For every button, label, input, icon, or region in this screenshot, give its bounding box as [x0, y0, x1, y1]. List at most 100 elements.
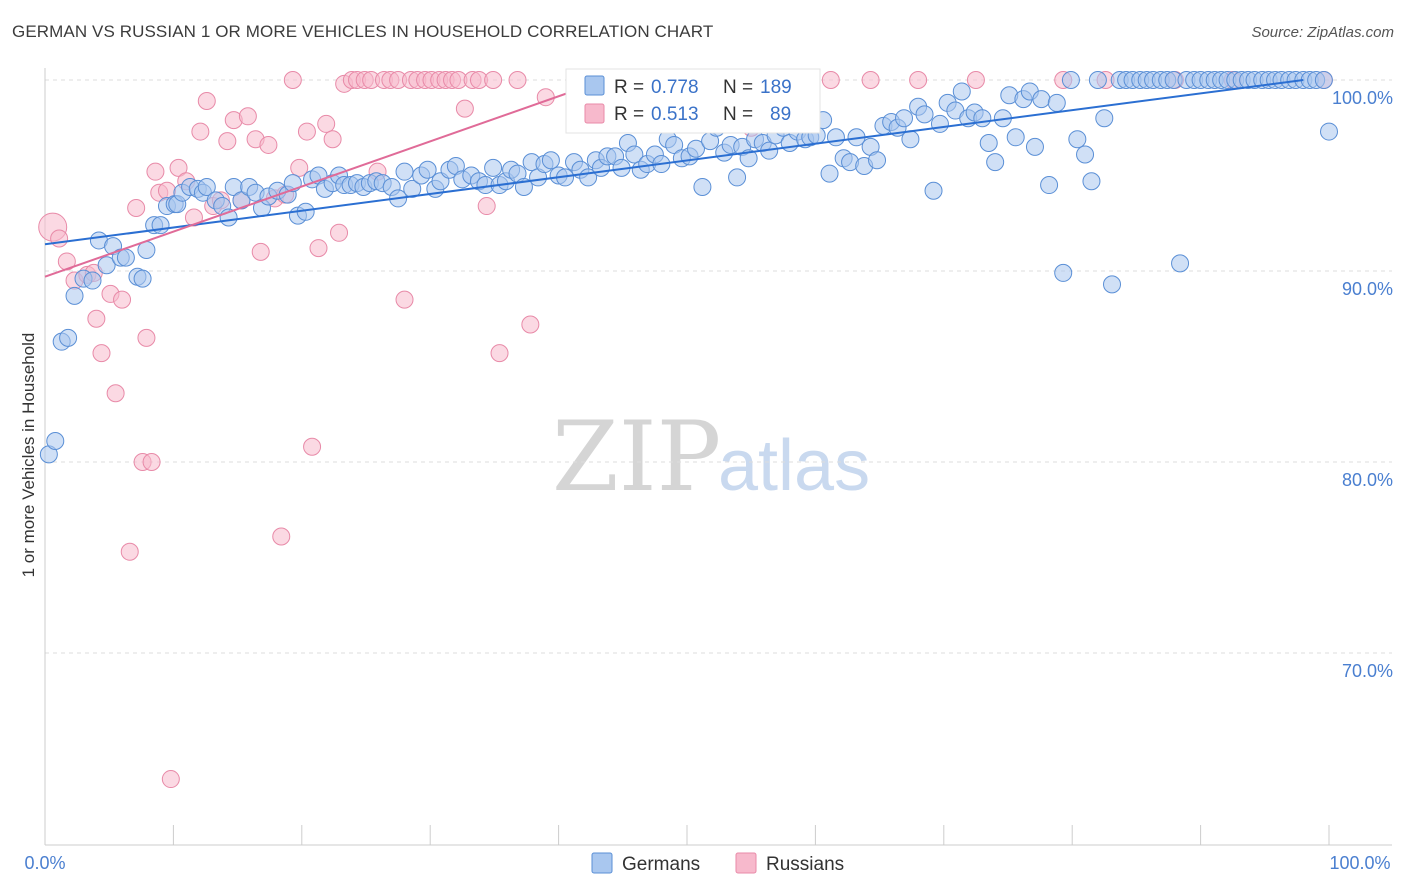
y-axis-title: 1 or more Vehicles in Household: [19, 333, 38, 578]
german-point: [973, 109, 992, 128]
german-point: [541, 151, 560, 170]
german-point: [1068, 130, 1087, 149]
russian-point: [161, 770, 180, 789]
russian-point: [861, 71, 880, 89]
russian-point: [303, 437, 322, 456]
stats-germans-n-value: 189: [760, 77, 792, 98]
legend-russians-label: Russians: [766, 854, 844, 875]
german-point: [868, 151, 887, 170]
russian-point: [184, 208, 203, 227]
russian-point: [169, 158, 188, 177]
stats-russians-n-label: N =: [723, 104, 753, 125]
legend-germans-swatch: [591, 852, 613, 874]
russian-point: [113, 290, 132, 309]
russian-point: [297, 122, 316, 141]
y-axis-tick-labels: 70.0% 80.0% 90.0% 100.0%: [1332, 88, 1393, 681]
german-point: [197, 177, 216, 196]
grid-lines: [45, 79, 1392, 654]
stats-germans-swatch: [584, 75, 605, 96]
russian-point: [120, 542, 139, 561]
y-tick-label-100: 100.0%: [1332, 88, 1393, 108]
german-point: [924, 181, 943, 200]
german-point: [686, 139, 705, 158]
russian-point: [477, 197, 496, 216]
russian-point: [87, 309, 106, 328]
russians-trend-line: [44, 79, 606, 278]
russian-point: [455, 99, 474, 118]
german-point: [1006, 128, 1025, 147]
german-point: [1076, 145, 1095, 164]
german-point: [151, 216, 170, 235]
russian-point: [283, 71, 302, 89]
russian-point: [142, 453, 161, 471]
stats-russians-r-label: R =: [614, 104, 644, 125]
watermark: ZIP atlas: [552, 401, 870, 513]
german-point: [901, 130, 920, 149]
y-tick-label-80: 80.0%: [1342, 470, 1393, 490]
watermark-zip: ZIP: [552, 401, 721, 513]
german-point: [1082, 172, 1101, 191]
german-point: [418, 160, 437, 179]
y-tick-label-70: 70.0%: [1342, 661, 1393, 681]
russian-point: [490, 344, 509, 363]
russian-point: [309, 239, 328, 258]
german-point: [232, 191, 251, 210]
legend: Germans Russians: [591, 852, 844, 875]
german-point: [65, 286, 84, 305]
stats-russians-n-value: 89: [770, 104, 791, 125]
russian-point: [127, 198, 146, 217]
russian-point: [272, 527, 291, 546]
germans-points: [39, 71, 1338, 464]
stats-germans-n-label: N =: [723, 77, 753, 98]
german-point: [1061, 71, 1080, 89]
german-point: [665, 135, 684, 154]
legend-russians-swatch: [735, 852, 757, 874]
german-point: [97, 256, 116, 275]
russian-point: [395, 290, 414, 309]
stats-russians-swatch: [584, 103, 605, 124]
russian-point: [966, 71, 985, 89]
german-point: [1320, 122, 1338, 141]
russian-point: [323, 130, 342, 149]
russian-point: [238, 107, 257, 126]
russian-point: [106, 384, 125, 403]
german-point: [1040, 176, 1059, 195]
german-point: [930, 114, 949, 133]
russian-point: [251, 242, 270, 261]
german-point: [739, 149, 758, 168]
x-tick-label-0: 0.0%: [24, 853, 65, 873]
german-point: [133, 269, 152, 288]
german-point: [1032, 90, 1051, 109]
legend-germans-label: Germans: [622, 854, 700, 875]
russian-point: [508, 71, 527, 89]
stats-box: R = 0.778 N = 189 R = 0.513 N = 89: [565, 68, 821, 134]
german-point: [1047, 93, 1066, 112]
russian-point: [50, 229, 69, 248]
source-label: Source: ZipAtlas.com: [1251, 24, 1394, 41]
german-point: [484, 158, 503, 177]
german-point: [979, 134, 998, 153]
german-point: [395, 162, 414, 181]
german-point: [915, 105, 934, 124]
russian-point: [290, 158, 309, 177]
german-point: [1054, 263, 1073, 282]
stats-russians-r-value: 0.513: [651, 104, 699, 125]
russian-point: [259, 135, 278, 154]
russian-point: [92, 344, 111, 363]
russian-point: [191, 122, 210, 141]
german-point: [1103, 275, 1122, 294]
german-point: [116, 248, 135, 267]
russian-point: [484, 71, 503, 89]
russian-point: [521, 315, 540, 334]
chart-title: GERMAN VS RUSSIAN 1 OR MORE VEHICLES IN …: [12, 22, 714, 41]
german-point: [986, 153, 1005, 172]
russian-point: [146, 162, 165, 181]
stats-germans-r-value: 0.778: [651, 77, 699, 98]
german-point: [1095, 109, 1114, 128]
russian-point: [821, 71, 840, 89]
german-point: [1025, 137, 1044, 156]
russian-point: [330, 223, 349, 242]
russian-point: [317, 114, 336, 133]
german-point: [403, 179, 422, 198]
